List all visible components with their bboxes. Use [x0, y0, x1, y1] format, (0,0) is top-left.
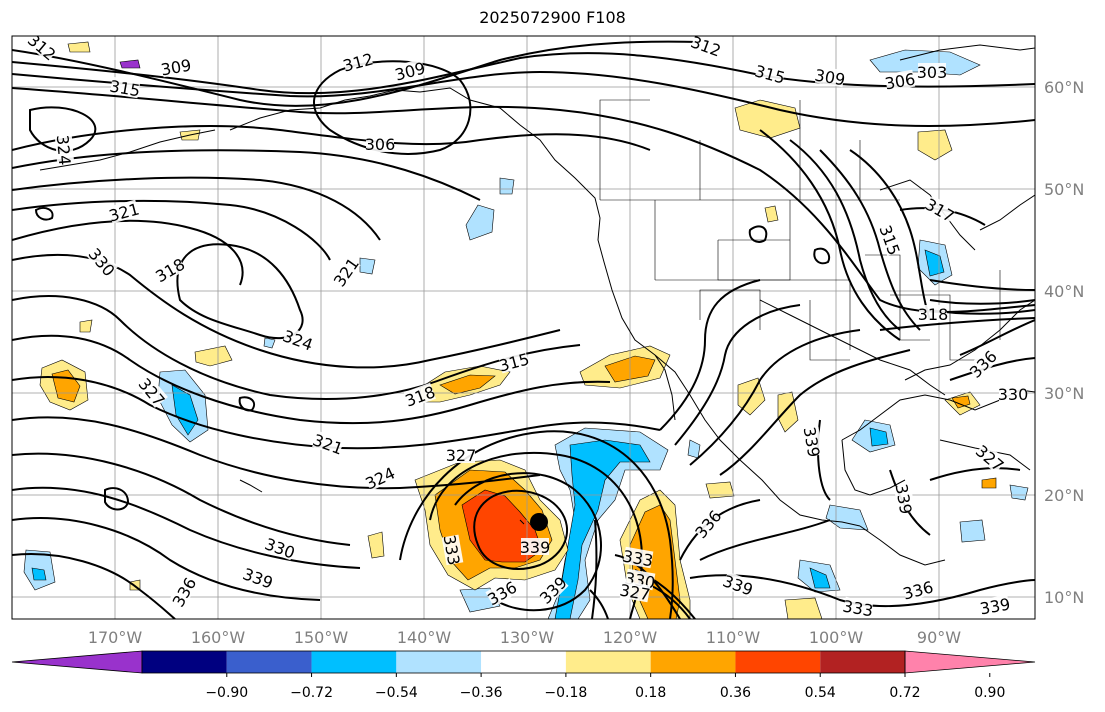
state-borders [599, 99, 1001, 361]
map-frame [11, 35, 1036, 620]
longitude-label: 140°W [397, 628, 452, 647]
colorbar-segment [735, 651, 821, 673]
longitude-label: 160°W [191, 628, 246, 647]
colorbar-segment [311, 651, 397, 673]
svg-text:333: 333 [841, 596, 874, 620]
colorbar-segment [820, 651, 905, 673]
negative-anomaly-area [263, 337, 276, 349]
positive-anomaly-area [951, 395, 971, 409]
negative-anomaly-area [809, 567, 831, 589]
contour-label: 327 [618, 580, 651, 604]
longitude-label: 90°W [917, 628, 961, 647]
colorbar-tick-label: −0.54 [375, 685, 418, 701]
contour-label: 315 [108, 76, 141, 100]
svg-text:303: 303 [917, 63, 948, 82]
colorbar-tick-label: 0.90 [974, 685, 1005, 701]
positive-anomaly-area [119, 59, 141, 69]
latitude-label: 30°N [1044, 384, 1084, 403]
contour-label: 339 [240, 564, 275, 592]
positive-anomaly-area [194, 345, 233, 367]
positive-anomaly-area [917, 129, 953, 161]
colorbar-segment [650, 651, 736, 673]
longitude-label: 170°W [88, 628, 143, 647]
negative-anomaly-area [869, 49, 981, 76]
contour-label: 324 [53, 134, 75, 166]
positive-anomaly-area [705, 481, 735, 499]
figure-title: 2025072900 F108 [479, 8, 626, 27]
latitude-label: 40°N [1044, 282, 1084, 301]
colorbar-tick-labels: −0.90 −0.72 −0.54 −0.36 −0.18 0.18 0.36 0.54 0.7… [205, 673, 1005, 701]
positive-anomaly-area [67, 41, 91, 53]
contour-label: 312 [341, 49, 375, 75]
contour-label: 303 [917, 63, 948, 82]
negative-anomaly-area [31, 567, 47, 581]
contour-label: 333 [841, 596, 874, 620]
storm-center-marker [530, 513, 548, 531]
colorbar-tick-label: 0.72 [889, 685, 920, 701]
colorbar-segment [226, 651, 312, 673]
latitude-label: 10°N [1044, 588, 1084, 607]
colorbar-segment [481, 651, 566, 673]
longitude-label: 120°W [603, 628, 658, 647]
svg-text:306: 306 [365, 135, 396, 154]
colorbar-tick-label: −0.90 [205, 685, 248, 701]
colorbar-tick-label: −0.18 [544, 685, 587, 701]
contour-label: 339 [520, 538, 551, 557]
longitude-labels: 170°W 160°W 150°W 140°W 130°W 120°W 110°W 100°W… [88, 628, 961, 647]
positive-anomaly-area [764, 205, 779, 223]
svg-text:339: 339 [520, 538, 551, 557]
contour-label: 339 [799, 425, 823, 458]
contour-label: 339 [891, 482, 915, 515]
colorbar-tick-label: 0.54 [805, 685, 836, 701]
positive-anomaly-area [367, 531, 385, 559]
svg-text:327: 327 [446, 446, 477, 465]
negative-anomaly-area [959, 519, 986, 543]
colorbar-tick-label: −0.72 [290, 685, 333, 701]
positive-anomaly-area [439, 374, 496, 395]
latitude-label: 60°N [1044, 78, 1084, 97]
contour-label: 306 [365, 135, 396, 154]
positive-anomaly-area [79, 319, 93, 333]
contour-label: 318 [918, 305, 949, 324]
negative-anomaly-area [499, 177, 515, 195]
contour-label: 330 [998, 385, 1029, 404]
positive-anomaly-area [784, 597, 823, 619]
latitude-label: 50°N [1044, 180, 1084, 199]
longitude-label: 110°W [706, 628, 761, 647]
positive-anomaly-area [981, 477, 997, 489]
graticule [12, 36, 1035, 619]
latitude-label: 20°N [1044, 486, 1084, 505]
colorbar-segment [142, 651, 227, 673]
negative-anomaly-area [1009, 484, 1029, 501]
colorbar-segment [565, 651, 651, 673]
longitude-label: 130°W [500, 628, 555, 647]
negative-anomaly-area [825, 504, 869, 531]
svg-text:330: 330 [998, 385, 1029, 404]
longitude-label: 150°W [294, 628, 349, 647]
colorbar [11, 650, 1036, 674]
latitude-labels: 60°N 50°N 40°N 30°N 20°N 10°N [1044, 78, 1084, 607]
colorbar-tick-label: −0.36 [460, 685, 503, 701]
longitude-label: 100°W [809, 628, 864, 647]
svg-text:318: 318 [918, 305, 949, 324]
colorbar-extend-max [904, 650, 1036, 674]
colorbar-tick-label: 0.36 [720, 685, 751, 701]
colorbar-segment [396, 651, 482, 673]
contour-label: 327 [446, 446, 477, 465]
negative-anomaly-area [465, 204, 495, 241]
colorbar-tick-label: 0.18 [635, 685, 666, 701]
colorbar-extend-min [11, 650, 143, 674]
svg-text:324: 324 [53, 134, 75, 166]
negative-anomaly-area [554, 439, 651, 619]
contour-label: 333 [439, 533, 463, 566]
negative-anomaly-area [869, 427, 889, 447]
negative-anomaly-area [359, 257, 376, 275]
